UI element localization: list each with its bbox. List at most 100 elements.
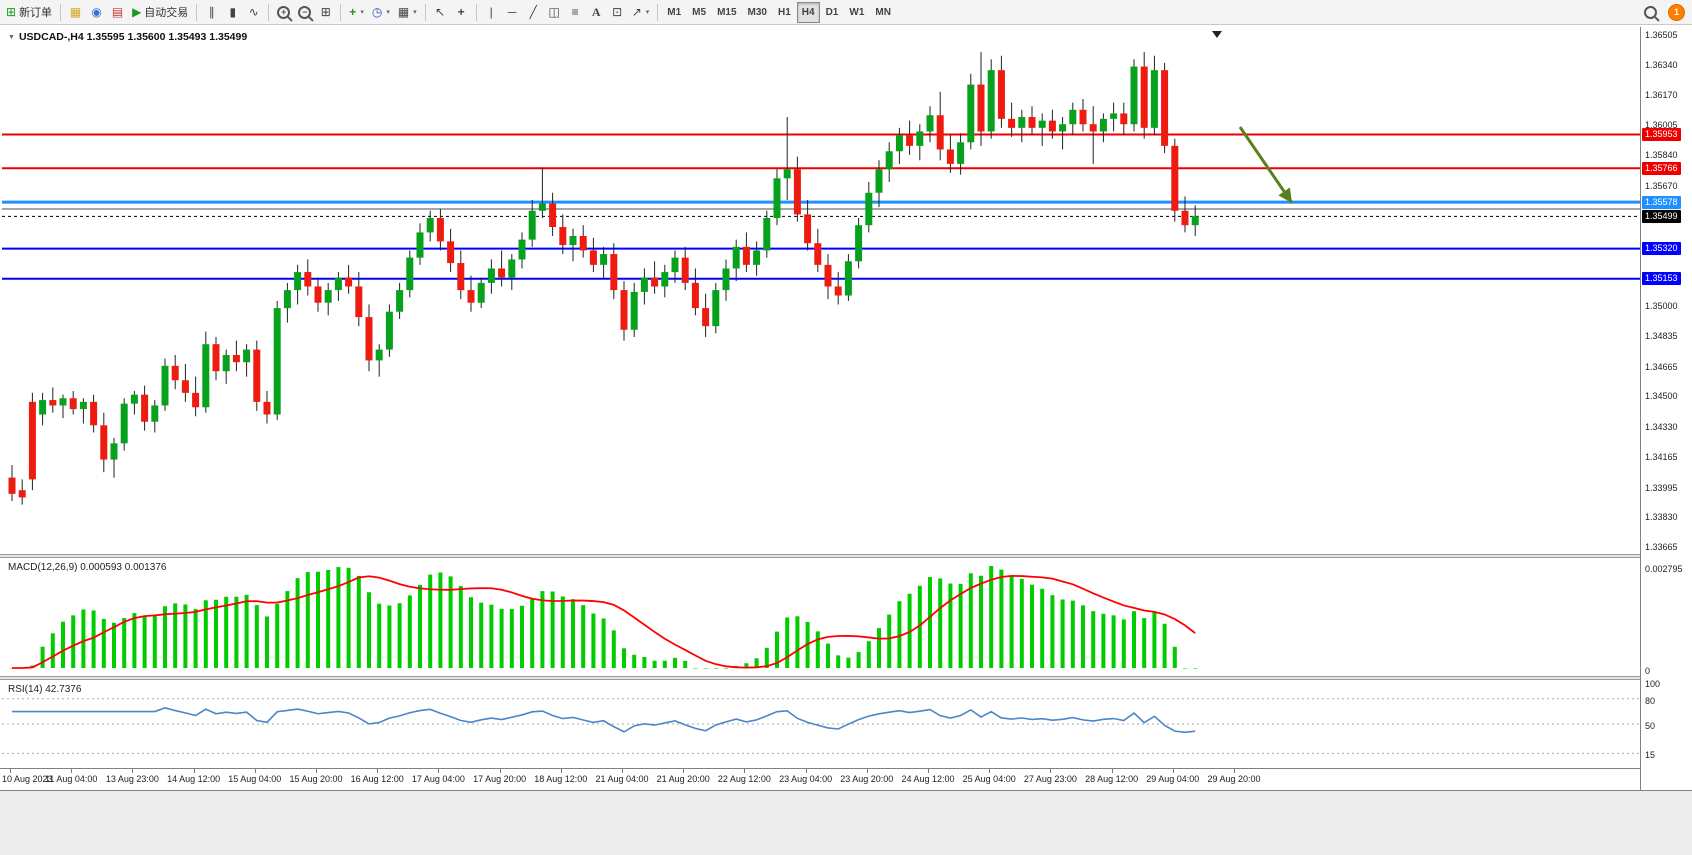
trendline-button[interactable]: ╱ [523,2,544,23]
profiles-button[interactable]: ◉ [86,2,107,23]
candle-body [100,425,108,460]
macd-bar [520,605,524,668]
new-order-button[interactable]: ⊞ 新订单 [2,2,56,23]
bar-chart-button[interactable]: ∥ [201,2,222,23]
macd-bar [622,648,626,668]
tile-windows-button[interactable]: ⊞ [315,2,336,23]
candle-body [885,151,893,170]
candle-body [120,403,128,444]
macd-bar [1172,646,1177,668]
price-axis-label: 1.35000 [1645,301,1678,312]
price-axis-label: 1.34835 [1645,331,1678,342]
chart-shift-marker-icon[interactable] [1212,31,1222,38]
time-label: 17 Aug 04:00 [411,774,465,784]
macd-bar [877,628,881,668]
horizontal-line-button[interactable]: ─ [502,2,523,23]
crosshair-button[interactable]: + [451,2,472,23]
market-watch-button[interactable]: ▤ [107,2,128,23]
candle-body [1120,113,1128,125]
rsi-axis-label: 100 [1645,679,1661,689]
arrow-annotation[interactable] [1238,126,1294,204]
time-label: 18 Aug 12:00 [534,774,588,784]
timeframe-m15[interactable]: M15 [712,2,741,23]
candle-body [69,398,77,410]
auto-trading-button[interactable]: ▶ 自动交易 [128,2,192,23]
macd-bar [652,660,657,668]
macd-bar [826,643,830,668]
macd-bar [907,593,912,668]
candle-body [365,317,373,361]
rsi-axis-label: 15 [1645,750,1656,761]
price-chart[interactable] [2,27,1640,554]
vertical-line-button[interactable]: | [481,2,502,23]
timeframe-m5[interactable]: M5 [687,2,711,23]
time-label: 23 Aug 04:00 [779,774,833,784]
templates-button[interactable]: ▦ ▾ [394,2,421,23]
arrows-button[interactable]: ↗ ▾ [628,2,654,23]
price-axis[interactable]: 1.36505 1.36340 1.36170 1.36005 1.35840 1.356… [1640,27,1692,790]
fibonacci-button[interactable]: ≡ [565,2,586,23]
macd-panel[interactable] [2,558,1640,676]
charts-icon: ▦ [69,5,82,19]
macd-bar [1111,615,1116,668]
price-axis-badge: 1.35766 [1642,161,1681,175]
line-chart-button[interactable]: ∿ [243,2,264,23]
separator [196,3,198,21]
macd-bar [458,586,463,668]
panel-splitter[interactable] [0,676,1640,680]
time-label: 27 Aug 23:00 [1023,774,1077,784]
timeframe-m1[interactable]: M1 [662,2,686,23]
search-button[interactable] [1640,2,1661,23]
timeframe-m30[interactable]: M30 [743,2,772,23]
candle-body [212,344,220,372]
channel-button[interactable]: ◫ [544,2,565,23]
rsi-panel[interactable] [2,680,1640,768]
candle-body [702,308,710,327]
time-label: 10 Aug 2023 [2,774,53,784]
candle-body [59,398,67,406]
macd-bar [683,660,688,668]
notification-badge[interactable]: 1 [1669,4,1684,20]
timeframe-mn[interactable]: MN [870,2,896,23]
zoom-in-button[interactable]: + [273,2,294,23]
zoom-out-button[interactable]: − [294,2,315,23]
macd-bar [367,592,371,668]
macd-bar [571,599,575,668]
chart-title-text: USDCAD-,H4 1.35595 1.35600 1.35493 1.354… [18,31,248,43]
trendline-icon: ╱ [529,5,537,19]
macd-value-signal: 0.001376 [124,562,167,573]
arrows-icon: ↗ [631,5,642,19]
time-label: 25 Aug 04:00 [962,774,1016,784]
macd-bar [775,631,779,668]
time-label: 14 Aug 12:00 [167,774,221,784]
time-tick [132,769,134,773]
cursor-button[interactable]: ↖ [430,2,451,23]
periods-button[interactable]: ◷ ▾ [368,2,394,23]
time-label: 21 Aug 04:00 [595,774,649,784]
panel-splitter[interactable] [0,554,1640,558]
add-indicator-button[interactable]: + ▾ [345,2,368,23]
candle-body [814,243,822,265]
timeframe-d1[interactable]: D1 [821,2,844,23]
label-button[interactable]: ⊡ [607,2,628,23]
macd-bar [377,603,382,668]
candle-body [865,192,873,226]
text-button[interactable]: A [586,2,607,23]
macd-label: MACD(12,26,9) 0.000593 0.001376 [8,562,166,573]
candle-body [1048,120,1056,132]
candle-body [396,290,404,312]
time-axis[interactable]: 10 Aug 2023 11 Aug 04:00 13 Aug 23:00 14 Au… [0,768,1640,790]
chevron-down-icon: ▾ [645,9,650,16]
separator [424,3,426,21]
macd-bar [1030,584,1034,668]
macd-bar [132,613,137,668]
candlestick-chart-button[interactable]: ▮ [222,2,243,23]
candle-body [1181,210,1189,226]
macd-name: MACD(12,26,9) [8,562,78,573]
candle-body [79,401,87,410]
separator [657,3,659,21]
timeframe-h4[interactable]: H4 [796,1,820,23]
charts-button[interactable]: ▦ [65,2,86,23]
timeframe-h1[interactable]: H1 [773,2,796,23]
timeframe-w1[interactable]: W1 [844,2,869,23]
